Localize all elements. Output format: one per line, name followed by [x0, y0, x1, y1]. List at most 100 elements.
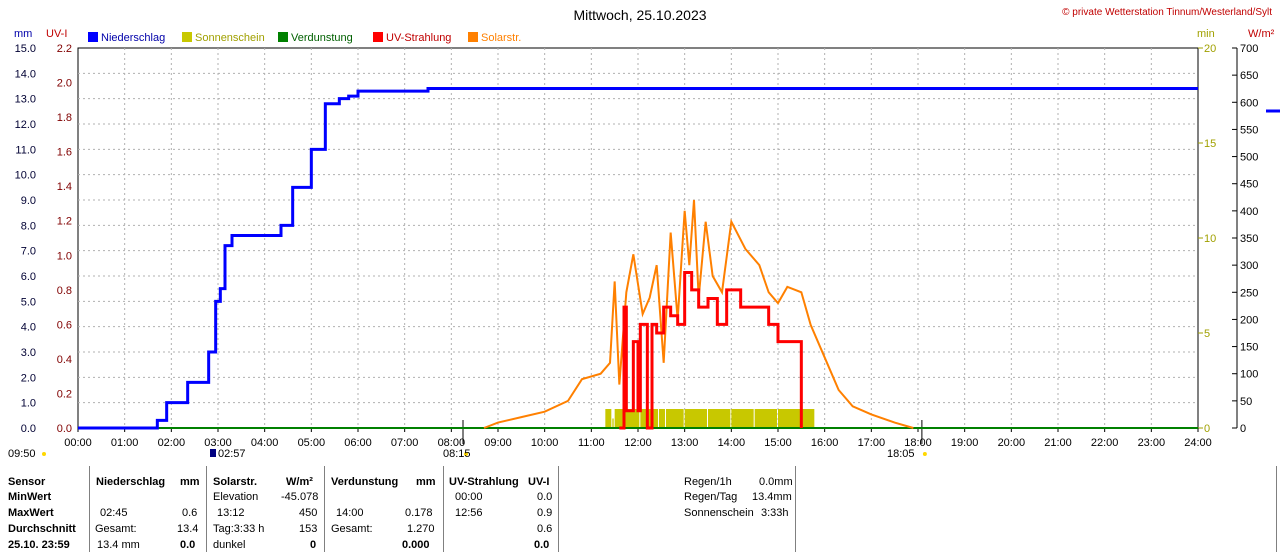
x-tick-label: 20:00: [998, 437, 1026, 449]
x-tick-label: 04:00: [251, 437, 279, 449]
uv-max-time: 12:56: [455, 507, 483, 519]
uv-tick-label: 0.6: [57, 319, 72, 331]
legend-swatch: [182, 32, 192, 42]
solar-last-val: 0: [310, 539, 317, 551]
regentag-label: Regen/Tag: [684, 491, 738, 503]
mm-tick-label: 10.0: [15, 170, 36, 182]
uv-tick-label: 1.8: [57, 112, 72, 124]
verdunstung-max-val: 0.178: [405, 507, 433, 519]
uv-tick-label: 1.2: [57, 216, 72, 228]
min-tick-label: 20: [1204, 43, 1216, 55]
x-tick-label: 01:00: [111, 437, 139, 449]
verdunstung-unit: mm: [416, 476, 436, 488]
wm2-axis-label: W/m²: [1248, 28, 1275, 40]
sunshine-bar: [614, 409, 640, 428]
mm-tick-label: 6.0: [21, 271, 36, 283]
sunshine-bar: [801, 409, 815, 428]
legend-swatch: [468, 32, 478, 42]
niederschlag-gesamt-label: Gesamt:: [95, 523, 137, 535]
x-tick-label: 15:00: [764, 437, 792, 449]
uv-avg-val: 0.6: [537, 523, 553, 535]
uv-tick-label: 2.0: [57, 78, 72, 90]
x-tick-label: 00:00: [64, 437, 92, 449]
uv-tick-label: 0.0: [57, 423, 72, 435]
wm2-tick-label: 450: [1240, 179, 1258, 191]
sunshine-bar: [731, 409, 754, 428]
sonnenschein-val: 3:33h: [761, 507, 789, 519]
wm2-tick-label: 600: [1240, 97, 1258, 109]
solar-unit: W/m²: [286, 476, 313, 488]
mm-tick-label: 11.0: [15, 144, 36, 156]
niederschlag-gesamt-val: 13.4: [177, 523, 199, 535]
row-label-max: MaxWert: [8, 507, 54, 519]
min-tick-label: 5: [1204, 328, 1210, 340]
verdunstung-gesamt-label: Gesamt:: [331, 523, 373, 535]
niederschlag-last-val: 13.4 mm: [97, 539, 140, 551]
mm-tick-label: 2.0: [21, 372, 36, 384]
x-tick-label: 14:00: [718, 437, 746, 449]
x-tick-label: 22:00: [1091, 437, 1119, 449]
uv-max-val: 0.9: [537, 507, 553, 519]
x-tick-label: 11:00: [578, 437, 605, 449]
wm2-tick-label: 150: [1240, 342, 1258, 354]
x-tick-label: 07:00: [391, 437, 419, 449]
min-tick-label: 15: [1204, 138, 1216, 150]
mm-tick-label: 13.0: [15, 94, 36, 106]
uv-tick-label: 0.4: [57, 354, 72, 366]
x-tick-label: 09:00: [484, 437, 512, 449]
weather-chart: 0.0 1.0 2.0 3.0 4.0 5.0 6.0 7.0 8.0 9.0 10.0 11.0 12…: [8, 7, 1280, 460]
sunshine-bar: [666, 409, 684, 428]
x-tick-label: 02:00: [158, 437, 186, 449]
mm-axis-label: mm: [14, 28, 32, 40]
mm-tick-label: 9.0: [21, 195, 36, 207]
wm2-tick-label: 350: [1240, 233, 1258, 245]
niederschlag-header: Niederschlag: [96, 476, 166, 488]
x-tick-label: 21:00: [1044, 437, 1072, 449]
moon-time: 02:57: [218, 448, 246, 460]
sunshine-bar: [659, 409, 665, 428]
verdunstung-last-val: 0.000: [402, 539, 430, 551]
wm2-tick-label: 50: [1240, 396, 1252, 408]
sunset-time: 18:05: [887, 448, 915, 460]
x-tick-label: 17:00: [858, 437, 886, 449]
mm-tick-label: 8.0: [21, 220, 36, 232]
legend-swatch: [88, 32, 98, 42]
wm2-tick-label: 500: [1240, 152, 1258, 164]
day-length-time: 09:50: [8, 448, 36, 460]
x-tick-label: 16:00: [811, 437, 839, 449]
verdunstung-max-time: 14:00: [336, 507, 364, 519]
row-label-sensor: Sensor: [8, 476, 46, 488]
mm-tick-label: 1.0: [21, 398, 36, 410]
niederschlag-max-time: 02:45: [100, 507, 128, 519]
x-tick-label: 23:00: [1138, 437, 1166, 449]
wm2-tick-label: 550: [1240, 124, 1258, 136]
regen1h-label: Regen/1h: [684, 476, 732, 488]
row-label-min: MinWert: [8, 491, 52, 503]
legend-label: UV-Strahlung: [386, 32, 451, 44]
uv-tick-label: 1.0: [57, 250, 72, 262]
uv-tick-label: 1.4: [57, 181, 72, 193]
mm-tick-label: 3.0: [21, 347, 36, 359]
sunset-sun-icon: [922, 452, 927, 456]
legend-swatch: [278, 32, 288, 42]
wm2-tick-label: 0: [1240, 423, 1246, 435]
sunshine-bar: [612, 418, 614, 428]
sunshine-bar: [684, 409, 707, 428]
verdunstung-gesamt-val: 1.270: [407, 523, 435, 535]
regen1h-val: 0.0mm: [759, 476, 793, 488]
uv-axis-label: UV-I: [46, 28, 67, 40]
sunshine-bar: [708, 409, 731, 428]
mm-tick-label: 15.0: [15, 43, 36, 55]
uv-header: UV-Strahlung: [449, 476, 519, 488]
x-tick-label: 05:00: [298, 437, 326, 449]
mm-tick-label: 0.0: [21, 423, 36, 435]
copyright-text: © private Wetterstation Tinnum/Westerlan…: [1062, 7, 1272, 18]
uv-tick-label: 2.2: [57, 43, 72, 55]
legend-swatch: [373, 32, 383, 42]
x-tick-label: 18:00: [904, 437, 932, 449]
sun-icon: [42, 452, 46, 456]
solar-line: [483, 199, 914, 429]
regentag-val: 13.4mm: [752, 491, 792, 503]
uv-line: [619, 271, 803, 430]
wm2-tick-label: 300: [1240, 260, 1258, 272]
